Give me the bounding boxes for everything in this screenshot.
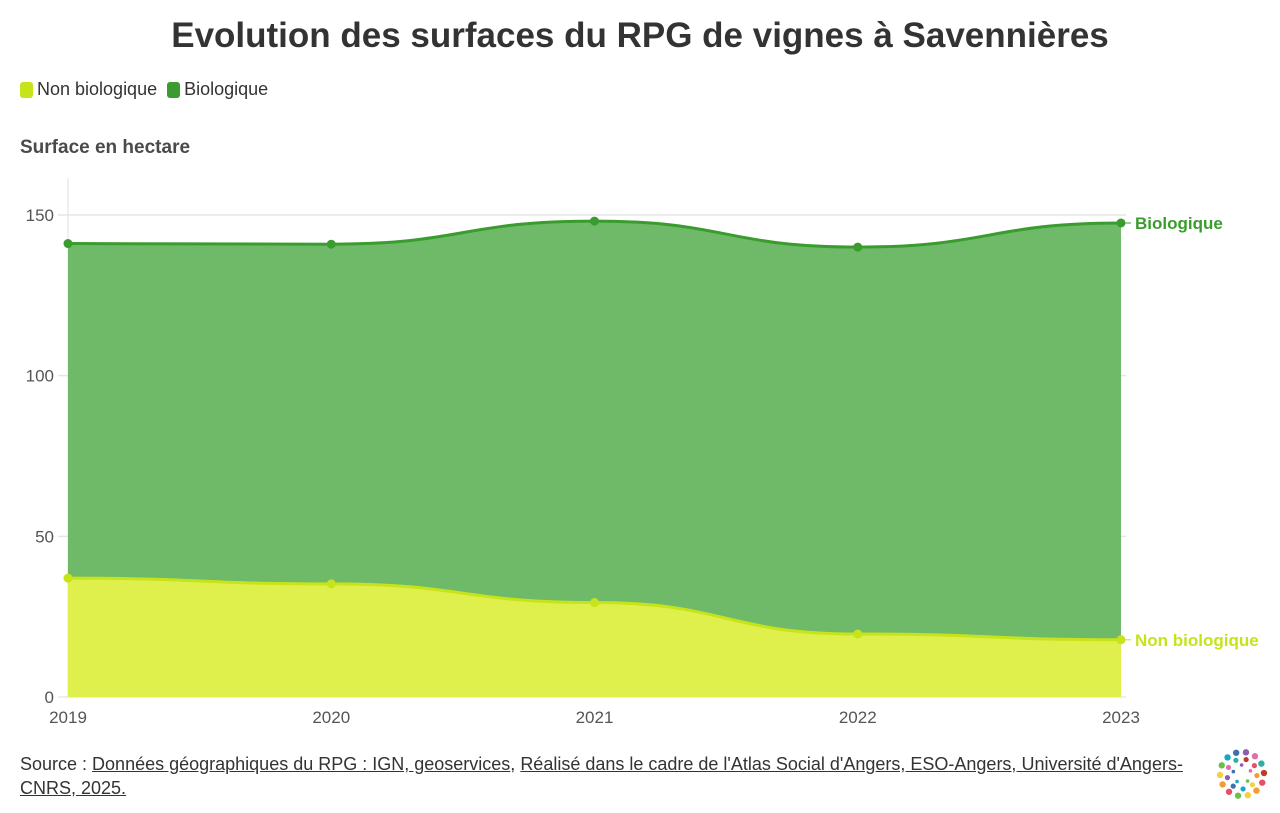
- legend-label-non-biologique: Non biologique: [37, 79, 158, 99]
- logo-dot: [1243, 756, 1249, 763]
- logo-dot: [1225, 764, 1232, 771]
- logo-dot: [1233, 757, 1239, 763]
- logo-dot: [1225, 788, 1233, 795]
- logo-dot: [1239, 763, 1244, 767]
- logo-dot: [1251, 753, 1259, 760]
- chart-title: Evolution des surfaces du RPG de vignes …: [171, 16, 1109, 55]
- logo-dot: [1253, 787, 1260, 794]
- point-non-biologique-2020: [326, 579, 336, 589]
- x-tick-label-2020: 2020: [312, 708, 350, 727]
- legend-swatch-biologique: [167, 81, 181, 98]
- logo-dot: [1248, 769, 1253, 773]
- y-tick-label-0: 0: [45, 688, 54, 707]
- source-footer: Source : Données géographiques du RPG : …: [20, 752, 1190, 800]
- logo-dot: [1259, 779, 1266, 786]
- logo-dot: [1224, 754, 1231, 761]
- logo-dot: [1224, 775, 1231, 781]
- y-tick-label-100: 100: [26, 367, 54, 386]
- point-non-biologique-2023: [1116, 635, 1126, 645]
- logo-dot: [1218, 762, 1225, 769]
- x-tick-label-2022: 2022: [839, 708, 877, 727]
- x-tick-label-2019: 2019: [49, 708, 87, 727]
- source-prefix: Source :: [20, 754, 93, 774]
- area-biologique: [68, 221, 1121, 640]
- point-biologique-2019: [63, 239, 73, 249]
- logo-dot: [1219, 781, 1226, 788]
- logo-dot: [1234, 792, 1242, 799]
- point-biologique-2021: [590, 216, 599, 226]
- point-biologique-2020: [326, 239, 336, 249]
- logo-dot: [1242, 749, 1250, 756]
- legend-item-non-biologique[interactable]: Non biologique: [20, 79, 157, 100]
- x-tick-label-2021: 2021: [576, 708, 614, 727]
- area-non-biologique: [68, 578, 1121, 697]
- logo-dot: [1244, 792, 1252, 799]
- logo-dot: [1245, 779, 1250, 783]
- logo-dot: [1216, 771, 1224, 779]
- atlas-logo-icon: [1216, 749, 1268, 799]
- source-separator: ,: [510, 754, 521, 774]
- point-biologique-2022: [853, 242, 863, 252]
- logo-dot: [1260, 769, 1268, 777]
- legend-label-biologique: Biologique: [184, 79, 269, 99]
- y-tick-label-150: 150: [26, 206, 54, 225]
- legend-item-biologique[interactable]: Biologique: [167, 79, 268, 100]
- logo-dot: [1230, 783, 1236, 789]
- logo-dot: [1240, 786, 1246, 792]
- source-link-atlas[interactable]: Réalisé dans le cadre de l'Atlas Social …: [20, 754, 1183, 798]
- logo-dot: [1254, 772, 1260, 779]
- logo-dot: [1235, 779, 1239, 784]
- logo-dot: [1251, 762, 1258, 769]
- point-non-biologique-2022: [853, 629, 863, 639]
- point-non-biologique-2019: [63, 573, 73, 583]
- y-tick-label-50: 50: [35, 527, 54, 546]
- legend-swatch-non-biologique: [20, 81, 33, 98]
- logo-dot: [1258, 760, 1265, 767]
- point-biologique-2023: [1116, 218, 1126, 228]
- end-label-biologique: Biologique: [1135, 214, 1223, 233]
- y-axis-title: Surface en hectare: [20, 137, 191, 158]
- point-non-biologique-2021: [590, 598, 599, 608]
- source-link-rpg[interactable]: Données géographiques du RPG : IGN, geos…: [92, 754, 511, 774]
- x-tick-label-2023: 2023: [1102, 708, 1140, 727]
- end-label-non-biologique: Non biologique: [1135, 631, 1259, 650]
- logo-dot: [1249, 782, 1256, 788]
- logo-dot: [1232, 749, 1240, 756]
- legend: Non biologique Biologique: [20, 79, 268, 100]
- logo-dot: [1231, 769, 1236, 774]
